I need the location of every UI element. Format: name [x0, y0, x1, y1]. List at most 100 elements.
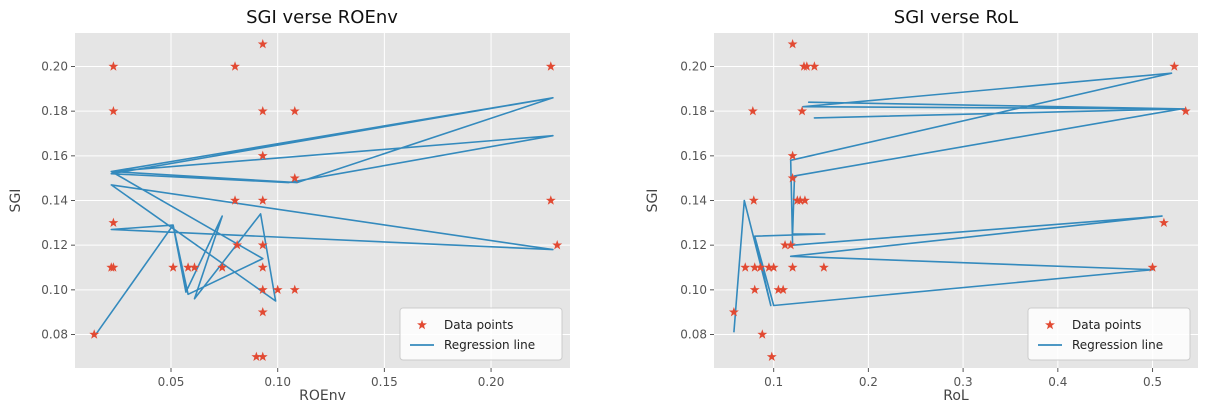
data-point-marker [748, 195, 759, 205]
y-tick-label: 0.14 [41, 194, 68, 208]
data-point-marker [108, 262, 119, 272]
data-point-marker [809, 61, 820, 71]
data-point-marker [755, 262, 766, 272]
x-tick-label: 0.5 [1143, 375, 1162, 389]
x-tick-label: 0.1 [764, 375, 783, 389]
data-point-marker [768, 262, 779, 272]
regression-line [93, 97, 554, 338]
x-tick-label: 0.15 [371, 375, 398, 389]
data-point-marker [257, 195, 268, 205]
data-point-marker [189, 262, 200, 272]
data-point-marker [773, 284, 784, 295]
data-point-marker [766, 351, 777, 362]
data-point-marker [257, 105, 268, 116]
data-point-marker [1147, 262, 1158, 272]
data-point-marker [818, 262, 829, 272]
x-tick-label: 0.05 [158, 375, 185, 389]
data-point-marker [780, 239, 790, 250]
y-tick-label: 0.16 [41, 149, 68, 163]
data-point-marker [232, 239, 243, 250]
y-tick-label: 0.20 [41, 60, 68, 74]
data-point-marker [1169, 61, 1180, 71]
data-point-marker [763, 262, 774, 272]
y-tick-label: 0.08 [41, 328, 68, 342]
data-point-marker [217, 262, 228, 272]
legend-entry-label: Data points [444, 318, 513, 332]
y-axis-label: SGI [645, 189, 661, 213]
y-tick-label: 0.20 [680, 60, 707, 74]
data-point-marker [257, 306, 268, 317]
data-point-marker [257, 239, 268, 250]
chart-panel-2: 0.08 0.10 0.12 0.14 0.16 0.18 0.20 0.1 0.2 0.3 0.4… [645, 7, 1198, 404]
data-point-marker [1180, 105, 1191, 116]
y-tick-label: 0.12 [680, 238, 707, 252]
data-point-marker [545, 195, 556, 205]
data-point-marker [749, 262, 760, 272]
data-point-marker [257, 150, 268, 161]
data-point-marker [747, 105, 758, 116]
data-point-marker [168, 262, 179, 272]
y-tick-label: 0.12 [41, 238, 68, 252]
data-point-marker [787, 38, 798, 49]
data-point-marker [785, 239, 796, 250]
legend-marker-icon [1045, 319, 1055, 330]
data-point-marker [257, 262, 268, 272]
data-point-marker [108, 61, 119, 71]
data-point-marker [108, 105, 119, 116]
data-point-marker [787, 172, 798, 183]
data-point-marker [740, 262, 751, 272]
x-tick-label: 0.10 [264, 375, 291, 389]
legend-entry-label: Regression line [1072, 338, 1163, 352]
data-point-marker [797, 105, 808, 116]
data-point-marker [778, 284, 789, 295]
data-point-marker [801, 61, 812, 71]
data-point-marker [795, 195, 806, 205]
x-tick-label: 0.3 [954, 375, 973, 389]
data-point-marker [272, 284, 283, 295]
y-tick-label: 0.10 [41, 283, 68, 297]
y-axis-label: SGI [8, 189, 24, 213]
data-point-marker [1158, 217, 1169, 228]
x-tick-label: 0.2 [859, 375, 878, 389]
legend: Data points Regression line [1027, 307, 1191, 361]
chart-title: SGI verse RoL [894, 7, 1018, 28]
data-point-marker [289, 105, 300, 116]
legend-box [1027, 307, 1191, 361]
data-point-marker [289, 172, 300, 183]
data-point-marker [183, 262, 194, 272]
data-point-marker [289, 284, 300, 295]
y-tick-label: 0.10 [680, 283, 707, 297]
x-axis-label: RoL [943, 388, 969, 404]
legend: Data points Regression line [399, 307, 563, 361]
legend-box [399, 307, 563, 361]
y-tick-label: 0.18 [680, 104, 707, 118]
legend-entry-label: Regression line [444, 338, 535, 352]
data-point-marker [749, 284, 760, 295]
regression-line [733, 72, 1186, 333]
chart-panel-1: 0.08 0.10 0.12 0.14 0.16 0.18 0.20 0.05 0.10 0.15… [8, 7, 570, 404]
data-point-marker [257, 351, 268, 362]
x-tick-label: 0.4 [1048, 375, 1067, 389]
data-point-marker [108, 217, 119, 228]
legend-marker-icon [417, 319, 427, 330]
y-tick-label: 0.16 [680, 149, 707, 163]
data-point-marker [251, 351, 262, 362]
y-tick-label: 0.08 [680, 328, 707, 342]
y-tick-label: 0.18 [41, 104, 68, 118]
data-point-marker [545, 61, 556, 71]
data-point-marker [257, 38, 268, 49]
x-axis-label: ROEnv [299, 388, 346, 404]
data-point-marker [728, 306, 739, 317]
y-tick-label: 0.14 [680, 194, 707, 208]
data-point-marker [757, 329, 768, 339]
data-point-marker [552, 239, 563, 250]
data-point-marker [230, 61, 240, 71]
data-point-marker [257, 284, 268, 295]
data-point-marker [230, 195, 240, 205]
data-point-marker [787, 262, 798, 272]
x-tick-label: 0.20 [478, 375, 505, 389]
data-point-marker [787, 150, 798, 161]
data-point-marker [799, 195, 810, 205]
data-point-marker [89, 329, 100, 339]
